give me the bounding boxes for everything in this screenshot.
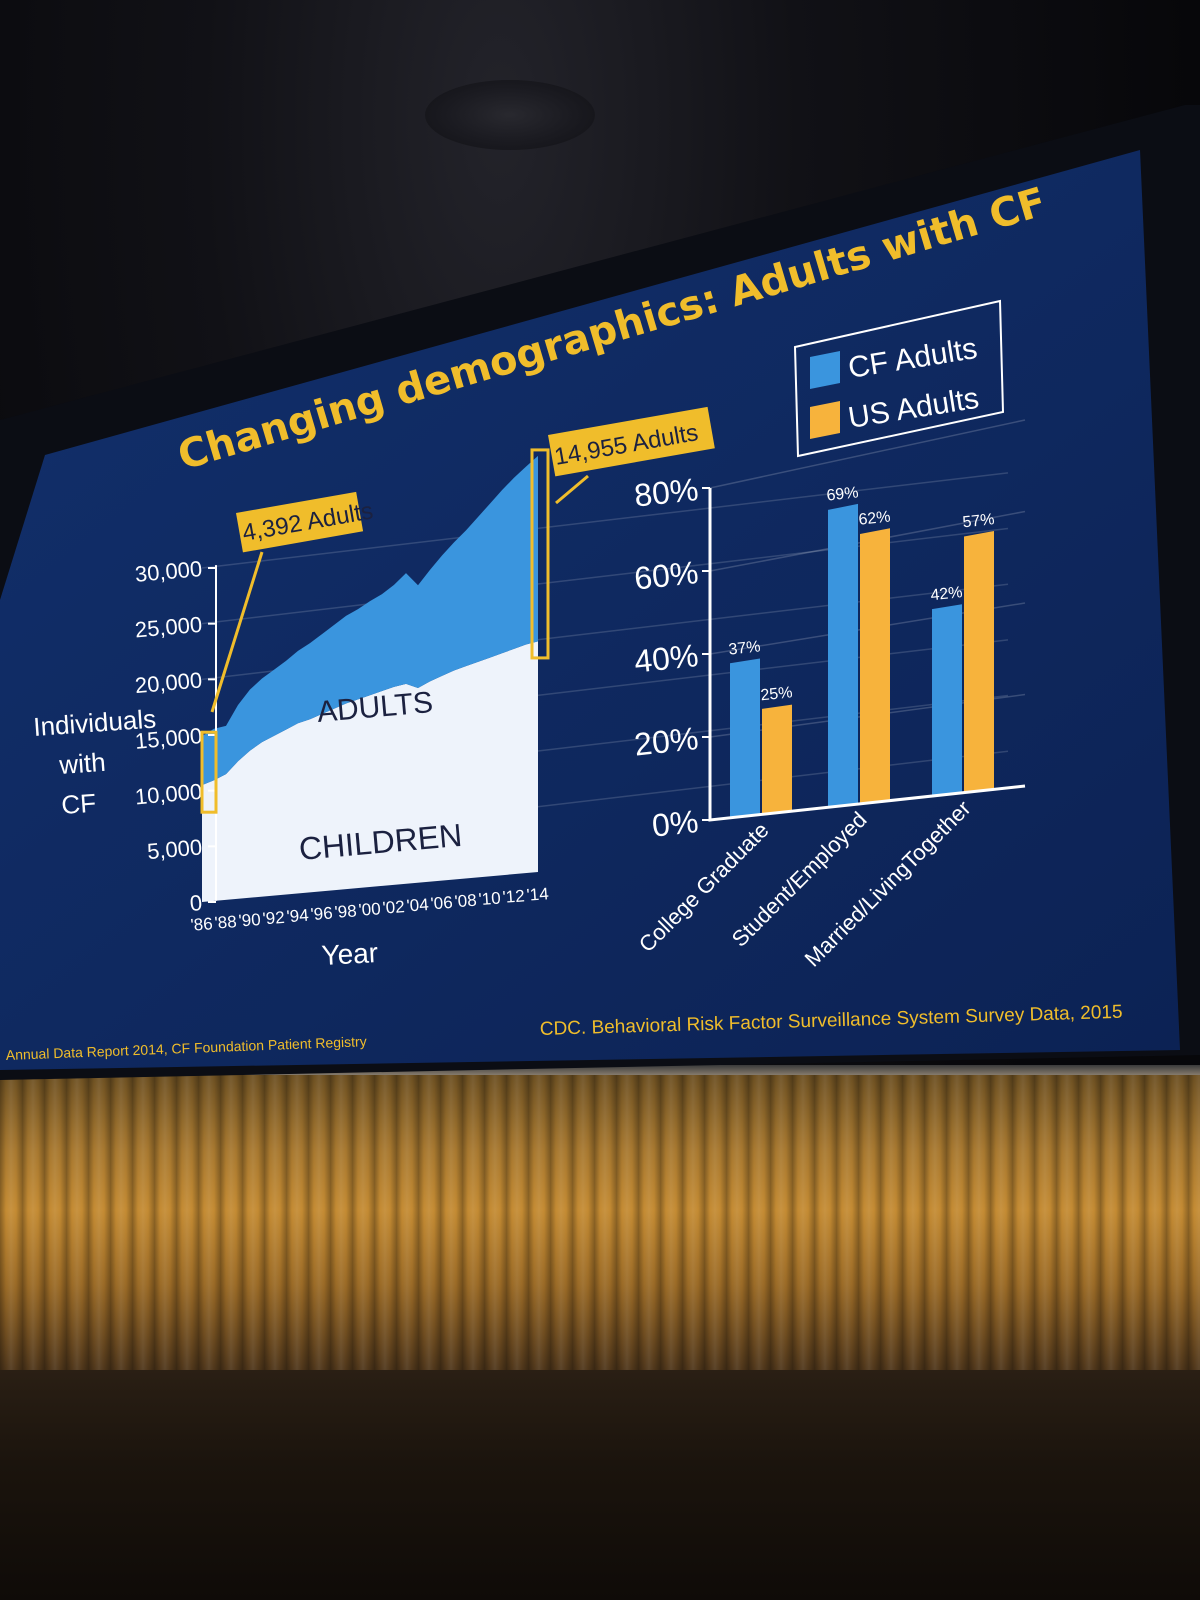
area-x-axis-label: Year <box>321 937 379 971</box>
bar-data-label: 62% <box>858 508 892 528</box>
area-x-tick-label: '02 <box>382 897 405 917</box>
bar-cf-adults-1 <box>828 503 858 808</box>
ceiling-vent <box>425 80 595 150</box>
area-gridline <box>201 472 1009 569</box>
bar-us-adults-1 <box>860 528 890 804</box>
stage-curtain <box>0 1075 1200 1375</box>
callout-box-2014 <box>548 406 715 477</box>
bar-us-adults-2 <box>964 530 994 793</box>
legend-frame <box>793 299 1005 458</box>
bar-us-adults-0 <box>762 704 792 815</box>
area-y-tick-label: 25,000 <box>134 612 203 643</box>
area-y-tick-label: 5,000 <box>146 834 203 864</box>
area-y-axis-label-line3: CF <box>60 788 97 820</box>
area-x-tick-label: '92 <box>262 908 285 928</box>
area-y-tick-label: 30,000 <box>134 556 203 587</box>
bar-y-tick-label: 60% <box>633 554 700 596</box>
area-x-tick-label: '10 <box>478 889 501 909</box>
bar-y-tick-label: 0% <box>650 803 700 844</box>
area-x-tick-label: '88 <box>214 912 237 932</box>
area-x-tick-label: '98 <box>334 901 357 921</box>
area-y-tick-label: 0 <box>189 890 203 916</box>
bar-data-label: 25% <box>760 684 794 704</box>
callout-box-1986 <box>236 491 364 553</box>
legend-swatch-cf-adults <box>810 351 840 389</box>
highlight-box-1986 <box>200 730 218 814</box>
area-x-tick-label: '86 <box>190 914 213 934</box>
area-x-tick-label: '08 <box>454 891 477 911</box>
stage-floor <box>0 1370 1200 1600</box>
area-x-tick-label: '14 <box>526 884 549 904</box>
bar-y-tick-label: 20% <box>633 720 700 762</box>
bar-data-label: 69% <box>826 484 860 504</box>
area-x-tick-label: '94 <box>286 906 309 926</box>
area-y-tick-label: 20,000 <box>134 667 203 698</box>
bar-y-tick-label: 80% <box>633 471 700 513</box>
bar-cf-adults-0 <box>730 658 760 818</box>
highlight-box-2014 <box>530 448 550 660</box>
area-x-tick-label: '90 <box>238 910 261 930</box>
legend-swatch-us-adults <box>810 401 840 439</box>
bar-data-label: 37% <box>728 638 762 658</box>
area-x-tick-label: '12 <box>502 886 525 906</box>
area-x-tick-label: '06 <box>430 893 453 913</box>
area-y-tick-label: 15,000 <box>134 723 203 754</box>
children-area <box>202 641 538 902</box>
bar-data-label: 57% <box>962 511 996 531</box>
bar-y-tick-label: 40% <box>633 637 700 679</box>
area-y-axis-label-line2: with <box>57 747 106 780</box>
bar-cf-adults-2 <box>932 604 962 797</box>
area-x-tick-label: '00 <box>358 899 381 919</box>
bar-data-label: 42% <box>930 584 964 604</box>
adults-area <box>202 455 538 786</box>
callout-pointer-1986 <box>210 551 264 713</box>
bar-axes <box>708 488 1026 822</box>
bar-gridline <box>709 419 1026 489</box>
callout-pointer-2014 <box>555 474 589 505</box>
area-x-tick-label: '04 <box>406 895 429 915</box>
area-y-tick-label: 10,000 <box>134 779 203 810</box>
area-x-tick-label: '96 <box>310 904 333 924</box>
